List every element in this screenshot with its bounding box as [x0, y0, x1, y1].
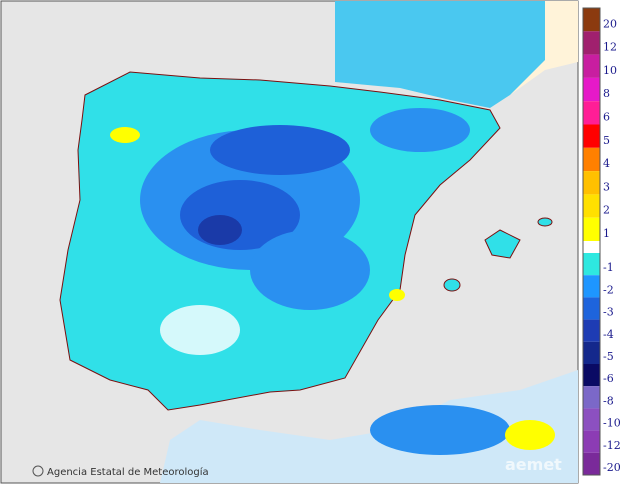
legend-swatch	[583, 147, 600, 172]
legend-swatch	[583, 452, 600, 475]
legend-swatch	[583, 31, 600, 55]
legend-swatch	[583, 54, 600, 78]
legend-swatch	[583, 8, 600, 32]
island	[484, 229, 521, 259]
legend-label: 3	[603, 180, 610, 193]
field	[370, 108, 470, 152]
legend-label: 8	[603, 87, 610, 100]
legend-label: -8	[603, 394, 614, 407]
legend-gap	[583, 241, 600, 253]
legend-swatch	[583, 101, 600, 125]
africa	[160, 370, 578, 483]
legend-label: -12	[603, 439, 621, 452]
legend-label: 20	[603, 17, 617, 30]
legend-frame	[582, 7, 601, 476]
legend-label: -1	[603, 261, 614, 274]
legend-swatch	[583, 319, 600, 342]
legend-label: -2	[603, 283, 614, 296]
field	[110, 127, 140, 143]
field	[210, 125, 350, 175]
watermark: aemet	[505, 455, 562, 474]
field	[370, 405, 510, 455]
map: Agencia Estatal de Meteorología aemet	[0, 0, 579, 484]
legend-label: -4	[603, 328, 614, 341]
field	[198, 215, 242, 245]
legend-swatch	[583, 386, 600, 409]
credit-icon	[32, 465, 44, 477]
field	[389, 289, 405, 301]
legend-label: 4	[603, 157, 610, 170]
legend-swatch	[583, 408, 600, 431]
field	[160, 305, 240, 355]
france-field	[335, 1, 545, 108]
field	[505, 420, 555, 450]
legend-label: 2	[603, 204, 610, 217]
legend-swatch	[583, 171, 600, 195]
legend-swatch	[583, 124, 600, 148]
legend-label: -5	[603, 350, 614, 363]
legend-label: -10	[603, 417, 621, 430]
legend-swatch	[583, 217, 600, 241]
legend-swatch	[583, 430, 600, 453]
island	[443, 278, 461, 292]
legend-swatch	[583, 341, 600, 364]
legend-swatch	[583, 253, 600, 276]
legend-label: 10	[603, 64, 617, 77]
legend-label: -20	[603, 461, 621, 474]
legend-swatch	[583, 77, 600, 102]
legend: 20 12 10 8 6 5 4 3 2 1 -1 -2 -3 -4 -5 -6 -8 -10 -12 -20	[582, 7, 621, 476]
credit: Agencia Estatal de Meteorología	[47, 466, 209, 478]
legend-label: 12	[603, 41, 617, 54]
legend-label: 5	[603, 134, 610, 147]
legend-label: -3	[603, 306, 614, 319]
legend-label: 6	[603, 111, 610, 124]
legend-swatch	[583, 275, 600, 298]
legend-swatch	[583, 194, 600, 218]
legend-label: 1	[603, 227, 610, 240]
field	[250, 230, 370, 310]
island	[537, 217, 553, 227]
legend-label: -6	[603, 372, 614, 385]
legend-swatch	[583, 297, 600, 320]
legend-swatch	[583, 364, 600, 387]
